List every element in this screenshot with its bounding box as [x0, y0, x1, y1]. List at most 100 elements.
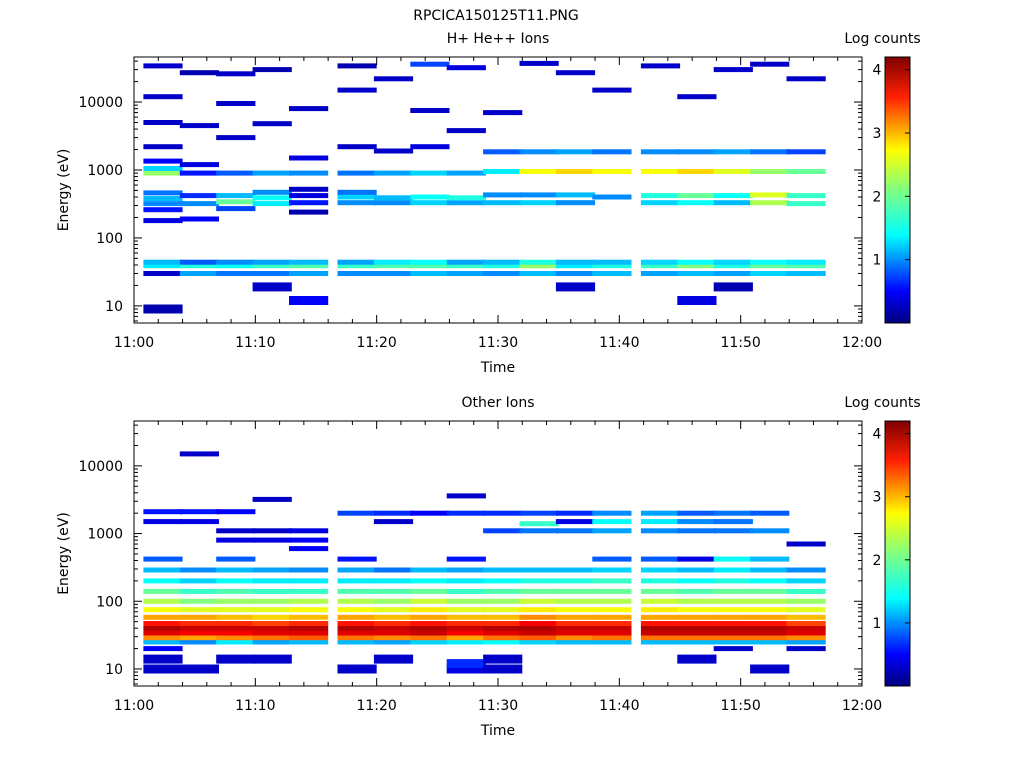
- panel-title: Other Ions: [461, 395, 534, 411]
- heatmap-cell: [640, 556, 681, 562]
- heatmap-cell: [446, 493, 486, 499]
- heatmap-cell: [373, 510, 414, 516]
- heatmap-cell: [677, 654, 717, 664]
- heatmap-cell: [143, 607, 183, 613]
- heatmap-cell: [373, 639, 414, 645]
- heatmap-cell: [640, 625, 681, 631]
- heatmap-cell: [786, 76, 826, 82]
- heatmap-cell: [216, 567, 256, 573]
- heatmap-cell: [252, 170, 292, 176]
- heatmap-cell: [713, 625, 753, 631]
- heatmap-cell: [555, 598, 596, 604]
- heatmap-cell: [143, 196, 183, 201]
- heatmap-cell: [677, 510, 717, 516]
- heatmap-cell: [289, 186, 329, 192]
- heatmap-cell: [640, 567, 681, 573]
- heatmap-cell: [713, 639, 753, 645]
- heatmap-cell: [592, 556, 632, 562]
- heatmap-cell: [677, 567, 717, 573]
- heatmap-cell: [713, 635, 753, 641]
- heatmap-cell: [677, 635, 717, 641]
- heatmap-cell: [216, 625, 256, 631]
- heatmap-cell: [519, 598, 559, 604]
- colorbar-tick-label: 4: [873, 427, 882, 443]
- heatmap-cell: [252, 67, 292, 73]
- heatmap-cell: [592, 271, 632, 276]
- colorbar-scale: [884, 420, 911, 687]
- heatmap-cell: [179, 639, 219, 645]
- heatmap-cell: [786, 635, 826, 641]
- heatmap-cell: [519, 192, 559, 198]
- heatmap-cell: [216, 170, 256, 176]
- heatmap-cell: [143, 63, 183, 69]
- heatmap-cell: [216, 509, 256, 515]
- x-tick-label: 11:00: [114, 335, 154, 351]
- x-tick-label: 11:40: [599, 335, 639, 351]
- heatmap-cell: [713, 588, 753, 594]
- heatmap-cell: [555, 621, 596, 626]
- heatmap-cell: [252, 528, 292, 534]
- heatmap-cell: [519, 578, 559, 584]
- heatmap-cell: [483, 528, 523, 534]
- heatmap-cell: [143, 166, 183, 171]
- heatmap-panel-2: Other Ions 11:00 11:10 11:20 11:30 11:40 11:50…: [56, 395, 921, 739]
- heatmap-cell: [677, 607, 717, 613]
- heatmap-cell: [179, 625, 219, 631]
- heatmap-cells: [143, 60, 826, 314]
- heatmap-cell: [483, 588, 523, 594]
- heatmap-cell: [713, 646, 753, 652]
- heatmap-cell: [337, 588, 377, 594]
- heatmap-cell: [410, 635, 450, 641]
- heatmap-cell: [786, 588, 826, 594]
- heatmap-cell: [786, 646, 826, 652]
- heatmap-cell: [640, 639, 681, 645]
- heatmap-cell: [446, 510, 486, 516]
- heatmap-cell: [289, 635, 329, 641]
- heatmap-cell: [143, 271, 183, 276]
- heatmap-cell: [446, 271, 486, 276]
- heatmap-cell: [216, 639, 256, 645]
- heatmap-cell: [289, 263, 329, 269]
- heatmap-cell: [410, 598, 450, 604]
- heatmap-cell: [289, 200, 329, 206]
- heatmap-cell: [373, 259, 414, 265]
- heatmap-cell: [252, 578, 292, 584]
- heatmap-cell: [750, 263, 790, 269]
- heatmap-cell: [337, 598, 377, 604]
- heatmap-cell: [555, 578, 596, 584]
- heatmap-cell: [216, 598, 256, 604]
- heatmap-cell: [713, 528, 753, 534]
- heatmap-cell: [677, 94, 717, 100]
- heatmap-cell: [143, 625, 183, 631]
- heatmap-cell: [179, 519, 219, 525]
- heatmap-cell: [143, 120, 183, 125]
- heatmap-cell: [373, 567, 414, 573]
- heatmap-cell: [373, 588, 414, 594]
- heatmap-cell: [713, 259, 753, 265]
- heatmap-cell: [252, 625, 292, 631]
- heatmap-cell: [410, 263, 450, 269]
- heatmap-cell: [289, 271, 329, 276]
- heatmap-cell: [143, 614, 183, 620]
- heatmap-cell: [337, 200, 377, 206]
- heatmap-cell: [519, 630, 559, 636]
- heatmap-cell: [143, 567, 183, 573]
- heatmap-cell: [373, 170, 414, 176]
- heatmap-cell: [677, 200, 717, 206]
- heatmap-cell: [143, 190, 183, 196]
- heatmap-cell: [677, 263, 717, 269]
- heatmap-cell: [252, 588, 292, 594]
- x-tick-label: 11:00: [114, 698, 154, 714]
- heatmap-cell: [337, 170, 377, 176]
- heatmap-cell: [592, 630, 632, 636]
- heatmap-cell: [446, 263, 486, 269]
- heatmap-cell: [252, 195, 292, 201]
- heatmap-cell: [289, 546, 329, 552]
- heatmap-cell: [143, 635, 183, 641]
- heatmap-cell: [640, 607, 681, 613]
- heatmap-cell: [289, 528, 329, 534]
- heatmap-cell: [179, 607, 219, 613]
- heatmap-cell: [592, 578, 632, 584]
- heatmap-cell: [750, 169, 790, 174]
- y-tick-label: 10: [105, 299, 123, 315]
